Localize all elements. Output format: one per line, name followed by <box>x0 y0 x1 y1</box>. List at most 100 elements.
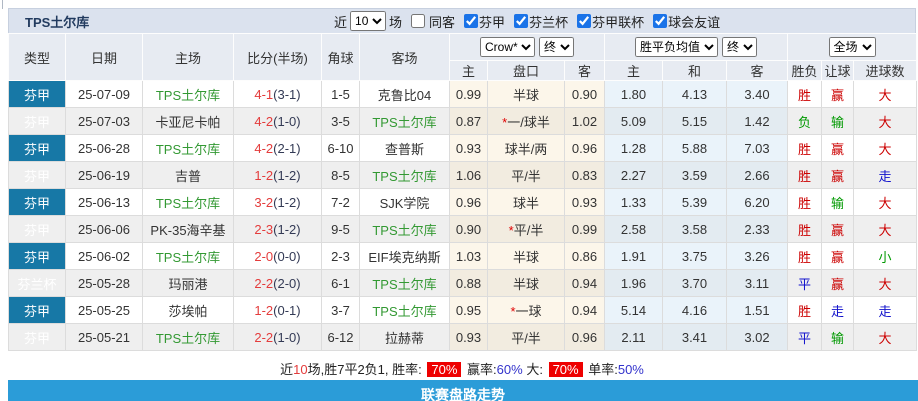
halftime-score: (0-1) <box>273 302 301 318</box>
handicap-rate-value: 60% <box>496 362 523 377</box>
halftime-score: (0-0) <box>273 248 301 264</box>
handicap-line: 球半/两 <box>487 134 565 162</box>
away-team: TPS土尔库 <box>359 269 450 297</box>
result-handicap: 输 <box>821 323 855 351</box>
match-score: 1-2(0-1) <box>233 296 322 324</box>
match-row: 芬甲 25-06-02 TPS土尔库 2-0(0-0) 2-3 EIF埃克纳斯 1.03 半球… <box>8 242 918 270</box>
odds-away-win: 3.02 <box>725 323 789 351</box>
result-wdl: 胜 <box>787 242 823 270</box>
result-handicap: 赢 <box>821 215 855 243</box>
odds-view-select[interactable]: 胜平负均值 <box>635 37 718 57</box>
odds-draw: 3.41 <box>662 323 727 351</box>
summary-text: 场,胜7平2负1, 胜率: <box>307 362 422 377</box>
fulltime-score: 2-3 <box>254 221 274 237</box>
header-row-subcolumns: 主 盘口 客 主 和 客 胜负 让球 进球数 <box>9 60 918 81</box>
match-date: 25-06-02 <box>65 242 143 270</box>
col-result-goals: 进球数 <box>853 60 918 81</box>
odds-draw: 4.13 <box>662 80 727 108</box>
odds-away-win: 3.11 <box>725 269 789 297</box>
col-home: 主场 <box>142 33 234 81</box>
halftime-score: (1-2) <box>273 194 301 210</box>
odds-draw: 5.39 <box>662 188 727 216</box>
match-date: 25-06-19 <box>65 161 143 189</box>
recent-count-select[interactable]: 10 <box>350 11 387 31</box>
col-odds-away: 客 <box>725 60 789 81</box>
summary-text: 大: <box>526 362 543 377</box>
match-score: 3-2(1-2) <box>233 188 322 216</box>
odds-away-win: 3.26 <box>725 242 789 270</box>
result-goals: 小 <box>853 242 918 270</box>
match-league: 芬甲 <box>8 188 66 216</box>
handicap-line: 半球 <box>487 269 565 297</box>
match-corners: 1-5 <box>321 80 360 108</box>
league-checkbox-2[interactable] <box>577 14 592 28</box>
league-checkbox-0[interactable] <box>464 14 479 28</box>
bookmaker-select[interactable]: Crow* <box>480 37 535 57</box>
halftime-score: (2-1) <box>273 140 301 156</box>
fulltime-score: 3-2 <box>254 194 274 210</box>
result-goals: 走 <box>853 161 918 189</box>
odds-home-win: 5.09 <box>604 107 663 135</box>
league-label-3: 球会友谊 <box>668 14 721 30</box>
same-away-checkbox[interactable] <box>411 14 426 28</box>
handicap-away-odds: 0.90 <box>564 80 605 108</box>
handicap-home-odds: 1.03 <box>449 242 488 270</box>
handicap-line: 半球 <box>487 80 565 108</box>
home-team: TPS土尔库 <box>142 80 234 108</box>
handicap-home-odds: 0.93 <box>449 323 488 351</box>
match-corners: 7-2 <box>321 188 360 216</box>
result-group-header: 全场 <box>787 33 918 61</box>
fulltime-score: 4-2 <box>254 140 274 156</box>
league-label-2: 芬甲联杯 <box>592 14 645 30</box>
result-handicap: 赢 <box>821 161 855 189</box>
away-team: TPS土尔库 <box>359 296 450 324</box>
match-row: 芬甲 25-06-28 TPS土尔库 4-2(2-1) 6-10 查普斯 0.93 球半/两 0… <box>8 134 918 162</box>
match-date: 25-05-21 <box>65 323 143 351</box>
header-row-groups: 类型 日期 主场 比分(半场) 角球 客场 Crow* 终 胜平负均值 <box>8 33 918 81</box>
result-handicap: 赢 <box>821 80 855 108</box>
odds-home-win: 1.33 <box>604 188 663 216</box>
col-handicap-away: 客 <box>564 60 605 81</box>
title-bar: TPS土尔库 近 10 场 同客 芬甲 芬兰杯 芬甲联杯 球会 <box>8 8 916 33</box>
handicap-star: * <box>502 114 508 130</box>
halftime-score: (3-1) <box>273 86 301 102</box>
bookmaker-state-select[interactable]: 终 <box>539 37 574 57</box>
odds-home-win: 2.27 <box>604 161 663 189</box>
home-team: PK-35海辛基 <box>142 215 234 243</box>
match-league: 芬甲 <box>8 242 66 270</box>
scope-select[interactable]: 全场 <box>828 37 876 57</box>
league-label-0: 芬甲 <box>479 14 506 30</box>
summary-text: 近 <box>280 362 294 377</box>
match-league: 芬甲 <box>8 107 66 135</box>
odds-draw: 3.58 <box>662 215 727 243</box>
match-score: 2-0(0-0) <box>233 242 322 270</box>
fulltime-score: 2-0 <box>254 248 274 264</box>
result-goals: 走 <box>853 296 918 324</box>
away-team: TPS土尔库 <box>359 107 450 135</box>
col-corners: 角球 <box>321 33 360 81</box>
result-wdl: 负 <box>787 107 823 135</box>
match-corners: 9-5 <box>321 215 360 243</box>
home-team: 卡亚尼卡帕 <box>142 107 234 135</box>
footer-label: 联赛盘路走势 <box>421 387 505 401</box>
result-wdl: 胜 <box>787 80 823 108</box>
league-checkbox-3[interactable] <box>653 14 668 28</box>
odds-state-select[interactable]: 终 <box>722 37 757 57</box>
match-score: 2-2(2-0) <box>233 269 322 297</box>
league-checkbox-1[interactable] <box>514 14 529 28</box>
result-handicap: 输 <box>821 188 855 216</box>
col-handicap-home: 主 <box>449 60 488 81</box>
same-away-label: 同客 <box>429 14 456 30</box>
result-goals: 大 <box>853 323 918 351</box>
odds-home-win: 1.91 <box>604 242 663 270</box>
win-rate-badge: 70% <box>427 362 462 377</box>
summary-count: 10 <box>293 362 308 377</box>
handicap-star: * <box>508 222 514 238</box>
odds-away-win: 1.51 <box>725 296 789 324</box>
match-corners: 8-5 <box>321 161 360 189</box>
single-rate-value: 50% <box>617 362 644 377</box>
result-goals: 大 <box>853 215 918 243</box>
handicap-away-odds: 0.96 <box>564 323 605 351</box>
col-away: 客场 <box>359 33 450 81</box>
